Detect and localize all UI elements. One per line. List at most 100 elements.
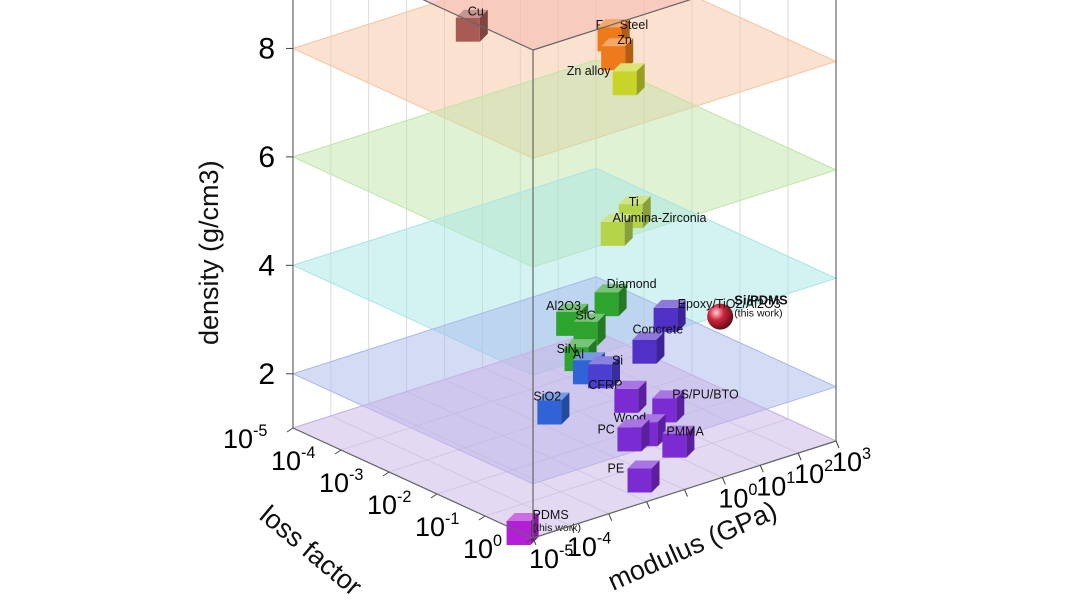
density-plane bbox=[291, 59, 838, 268]
cube-side bbox=[651, 460, 660, 493]
marker-label: SiN bbox=[557, 342, 577, 356]
frame-edge bbox=[292, 427, 534, 539]
marker-label: Steel bbox=[620, 18, 649, 32]
marker-note: (this work) bbox=[533, 522, 581, 534]
cube-side bbox=[656, 331, 665, 364]
tick-label: 100 bbox=[463, 532, 502, 564]
cube-top bbox=[652, 390, 685, 399]
cube-side bbox=[561, 392, 570, 425]
cube-top bbox=[627, 460, 660, 469]
x-tick bbox=[835, 440, 840, 449]
marker-si-pdms: Si/PDMS(this work) bbox=[707, 293, 788, 330]
marker-label: CFRP bbox=[588, 378, 622, 392]
z-tick-label: 2 bbox=[258, 358, 275, 391]
cube-top bbox=[600, 213, 633, 222]
cube-top bbox=[653, 299, 686, 308]
cube-front bbox=[506, 521, 531, 546]
marker-label: PDMS bbox=[533, 508, 569, 522]
marker-label: Alumina-Zirconia bbox=[613, 211, 707, 225]
x-tick bbox=[646, 501, 651, 509]
marker-cfrp: CFRP bbox=[588, 378, 647, 413]
cube-side bbox=[636, 63, 645, 96]
cube-front bbox=[653, 307, 678, 332]
tick-label: 10-4 bbox=[271, 444, 315, 476]
tick-label: 10-5 bbox=[223, 422, 267, 454]
marker-concrete: Concrete bbox=[632, 323, 683, 364]
marker-label: SiO2 bbox=[533, 389, 561, 403]
axis-ticks: 24681010-510-410-310-210-110010-510-4100… bbox=[223, 32, 871, 574]
cube-side bbox=[676, 390, 685, 423]
x-tick bbox=[532, 537, 537, 546]
cube-top bbox=[601, 38, 634, 47]
marker-label: Al2O3 bbox=[546, 299, 581, 313]
cube-top bbox=[614, 380, 647, 389]
x-tick bbox=[570, 525, 575, 534]
y-tick bbox=[430, 493, 438, 499]
cube-side bbox=[642, 196, 651, 229]
cube-top bbox=[506, 513, 539, 521]
cube-top bbox=[537, 392, 570, 401]
marker-alumina-zirconia: Alumina-Zirconia bbox=[600, 211, 707, 246]
x-axis-title: modulus (GPa) bbox=[603, 495, 781, 596]
cube-top bbox=[564, 339, 597, 348]
x-tick bbox=[684, 489, 688, 497]
marker-zn: Zn bbox=[601, 33, 634, 71]
cube-front bbox=[632, 339, 657, 364]
tick-label: 10-3 bbox=[319, 466, 363, 498]
marker-zn-alloy: Zn alloy bbox=[567, 63, 645, 96]
marker-sio2: SiO2 bbox=[533, 389, 570, 425]
marker-label: PC bbox=[597, 422, 614, 436]
tick-label: 10-2 bbox=[367, 488, 411, 520]
marker-label: PMMA bbox=[666, 425, 704, 439]
tick-label: 10-1 bbox=[415, 510, 459, 542]
marker-label: Al bbox=[573, 347, 584, 361]
marker-pmma: PMMA bbox=[662, 425, 705, 458]
marker-label: PE bbox=[608, 461, 625, 475]
y-tick bbox=[382, 471, 390, 477]
tick-label: 100 bbox=[718, 481, 757, 513]
cube-front bbox=[587, 364, 612, 389]
x-tick bbox=[608, 513, 613, 521]
y-axis-title: loss factor bbox=[254, 500, 368, 602]
marker-pc: PC bbox=[597, 419, 650, 452]
marker-label: Zn alloy bbox=[567, 64, 612, 78]
cube-top bbox=[594, 284, 627, 293]
cube-top bbox=[618, 196, 651, 205]
cube-front bbox=[594, 292, 619, 317]
cube-front bbox=[627, 468, 652, 493]
cube-top bbox=[556, 303, 589, 312]
tick-label: 102 bbox=[794, 457, 833, 489]
marker-si: Si bbox=[587, 353, 623, 389]
tick-label: 101 bbox=[756, 469, 795, 501]
cube-side bbox=[597, 313, 606, 346]
density-plane bbox=[291, 167, 838, 376]
cube-side bbox=[686, 425, 695, 458]
cube-side bbox=[625, 38, 634, 71]
cube-top bbox=[662, 425, 695, 434]
marker-label: Concrete bbox=[632, 323, 683, 337]
marker-label: Diamond bbox=[607, 277, 657, 291]
cube-front bbox=[662, 433, 687, 458]
sphere-mark bbox=[707, 303, 734, 330]
cube-front bbox=[600, 221, 625, 246]
cube-top bbox=[588, 356, 620, 365]
frame-edge bbox=[422, 0, 534, 51]
marker-label: Cu bbox=[468, 5, 484, 19]
y-tick bbox=[526, 537, 534, 543]
z-axis-title: density (g/cm3) bbox=[194, 160, 224, 345]
z-tick-label: 6 bbox=[258, 141, 275, 174]
cube-top bbox=[573, 313, 606, 322]
cube-top bbox=[617, 419, 650, 428]
marker-cu: Cu bbox=[455, 5, 488, 42]
y-tick bbox=[478, 515, 486, 521]
material-markers: NiCuFeSteelZnZn alloyTiAlumina-ZirconiaD… bbox=[455, 5, 788, 546]
cube-top bbox=[455, 9, 488, 18]
cube-side bbox=[677, 299, 686, 332]
marker-label: PS/PU/BTO bbox=[672, 387, 739, 401]
cube-side bbox=[641, 419, 650, 452]
marker-label: SiC bbox=[576, 309, 596, 323]
cube-side bbox=[638, 380, 647, 413]
z-tick-label: 8 bbox=[258, 32, 275, 65]
marker-label: Epoxy/TiO2/Al2O3 bbox=[678, 297, 781, 311]
